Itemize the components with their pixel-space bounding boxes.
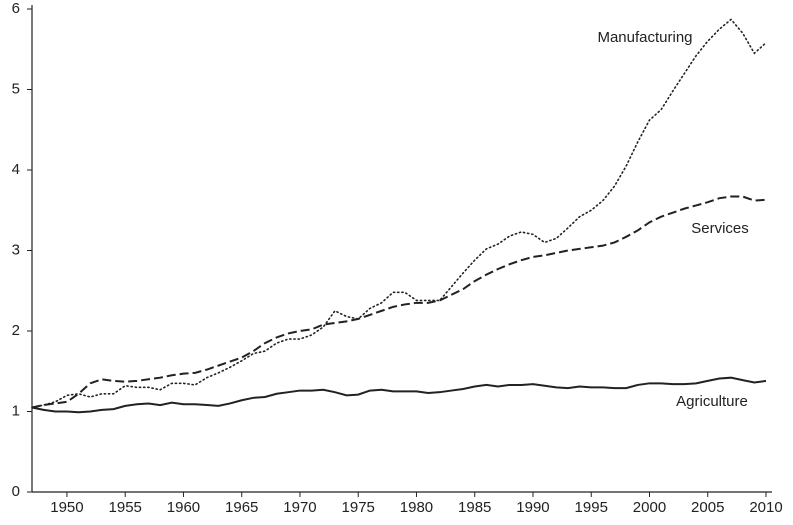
- y-tick-label: 3: [12, 241, 20, 258]
- y-tick-label: 4: [12, 161, 20, 178]
- y-tick-label: 6: [12, 0, 20, 17]
- series-line: [31, 376, 767, 414]
- series-line: [31, 18, 767, 409]
- x-tick-label: 1980: [400, 499, 433, 516]
- y-tick-label: 1: [12, 402, 20, 419]
- x-tick-label: 1995: [575, 499, 608, 516]
- x-tick-label: 2005: [691, 499, 724, 516]
- x-tick-label: 2010: [749, 499, 782, 516]
- series-label: Services: [691, 220, 749, 237]
- series-label: Manufacturing: [597, 29, 692, 46]
- y-tick-label: 0: [12, 483, 20, 500]
- series-line: [31, 195, 767, 409]
- y-tick-label: 5: [12, 80, 20, 97]
- x-tick-label: 1990: [516, 499, 549, 516]
- x-tick-label: 1960: [167, 499, 200, 516]
- x-tick-label: 1950: [50, 499, 83, 516]
- x-tick-label: 1975: [342, 499, 375, 516]
- x-tick-label: 1955: [109, 499, 142, 516]
- x-tick-label: 1985: [458, 499, 491, 516]
- y-tick-label: 2: [12, 322, 20, 339]
- series-label: Agriculture: [676, 393, 748, 410]
- x-tick-label: 1965: [225, 499, 258, 516]
- x-tick-label: 2000: [633, 499, 666, 516]
- x-tick-label: 1970: [283, 499, 316, 516]
